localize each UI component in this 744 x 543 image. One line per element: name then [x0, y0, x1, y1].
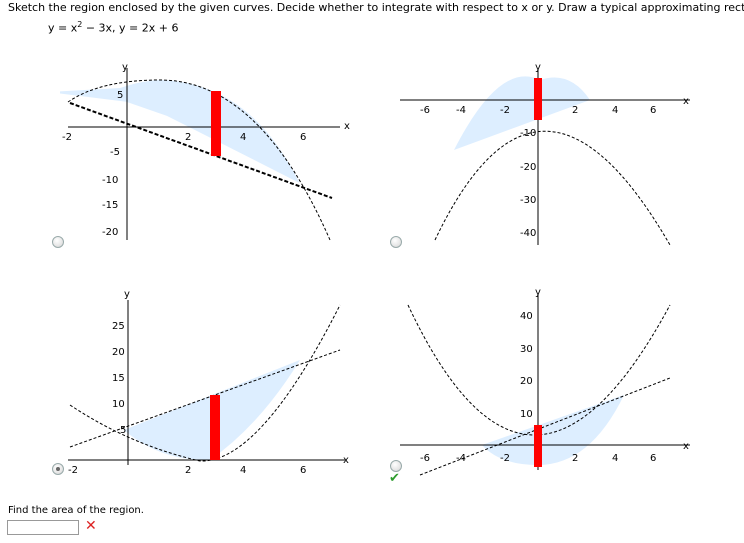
shaded-region	[47, 80, 300, 183]
x-tick-label: 2	[572, 453, 578, 464]
y-axis-label: y	[122, 62, 128, 73]
approx-rectangle	[534, 425, 542, 467]
y-tick-label: 40	[520, 311, 533, 322]
shaded-region	[454, 76, 590, 150]
radio-option-4[interactable]	[390, 460, 402, 472]
y-tick-label: -20	[520, 162, 536, 173]
x-tick-label: 2	[185, 132, 191, 143]
x-tick-label: 2	[185, 465, 191, 476]
radio-option-3[interactable]	[52, 463, 64, 475]
x-tick-label: -2	[500, 105, 510, 116]
given-curves: y = x2 − 3x, y = 2x + 6	[48, 20, 179, 35]
y-tick-label: 10	[112, 399, 125, 410]
y-tick-label: 5	[117, 90, 123, 101]
x-tick-label: -6	[420, 453, 430, 464]
x-tick-label: -4	[456, 453, 466, 464]
graph-option-1: y x -2 2 4 6 5 -5 -10 -15 -20	[47, 60, 360, 250]
approx-rectangle	[534, 78, 542, 120]
graph-2-svg: y x -6 -4 -2 2 4 6 -10 -20 -30 -40	[400, 62, 690, 246]
graph-option-2: y x -6 -4 -2 2 4 6 -10 -20 -30 -40	[400, 60, 700, 255]
y-tick-label: 15	[112, 373, 125, 384]
approx-rectangle	[211, 91, 221, 156]
y-tick-label: -20	[102, 227, 118, 238]
approx-rectangle	[210, 395, 220, 460]
y-tick-label: -30	[520, 195, 536, 206]
radio-option-1[interactable]	[52, 236, 64, 248]
y-tick-label: -15	[102, 200, 118, 211]
parabola-curve	[434, 130, 671, 246]
checkmark-icon: ✔	[389, 471, 400, 486]
graph-option-4: y x -6 -4 -2 2 4 6 40 30 20 10	[400, 285, 700, 480]
x-mark-icon: ✕	[85, 518, 97, 534]
x-tick-label: 4	[612, 453, 618, 464]
shaded-region	[482, 395, 624, 465]
y-tick-label: -5	[110, 147, 120, 158]
y-tick-label: -10	[520, 128, 536, 139]
graph-1-svg: y x -2 2 4 6 5 -5 -10 -15 -20	[47, 62, 350, 241]
x-tick-label: 6	[300, 132, 306, 143]
x-tick-label: 6	[650, 453, 656, 464]
x-axis-label: x	[683, 96, 689, 107]
line-curve	[69, 349, 341, 448]
x-axis-label: x	[344, 121, 350, 132]
graph-4-svg: y x -6 -4 -2 2 4 6 40 30 20 10	[400, 287, 690, 476]
y-tick-label: -10	[102, 175, 118, 186]
x-tick-label: -4	[456, 105, 466, 116]
y-tick-label: 25	[112, 321, 125, 332]
x-tick-label: -2	[500, 453, 510, 464]
graph-3-svg: y x -2 2 4 6 25 20 15 10 5	[68, 289, 349, 476]
y-axis-label: y	[124, 289, 130, 300]
x-axis-label: x	[343, 455, 349, 466]
x-tick-label: 2	[572, 105, 578, 116]
x-axis-label: x	[683, 441, 689, 452]
graph-option-3: y x -2 2 4 6 25 20 15 10 5	[60, 285, 360, 480]
y-axis-label: y	[535, 287, 541, 298]
x-tick-label: 4	[612, 105, 618, 116]
y-tick-label: 20	[112, 347, 125, 358]
y-tick-label: 20	[520, 376, 533, 387]
y-tick-label: -40	[520, 228, 536, 239]
line-curve	[69, 102, 333, 199]
instructions: Sketch the region enclosed by the given …	[8, 1, 744, 14]
x-tick-label: 6	[300, 465, 306, 476]
x-tick-label: 4	[240, 132, 246, 143]
x-tick-label: 6	[650, 105, 656, 116]
y-axis-label: y	[535, 62, 541, 73]
x-tick-label: -2	[68, 465, 78, 476]
x-tick-label: -6	[420, 105, 430, 116]
y-tick-label: 5	[120, 425, 126, 436]
y-tick-label: 30	[520, 344, 533, 355]
area-prompt: Find the area of the region.	[8, 505, 144, 516]
x-tick-label: 4	[240, 465, 246, 476]
area-answer-input[interactable]	[7, 520, 79, 535]
radio-option-2[interactable]	[390, 236, 402, 248]
x-tick-label: -2	[62, 132, 72, 143]
parabola-curve	[407, 304, 671, 436]
y-tick-label: 10	[520, 409, 533, 420]
parabola-curve	[67, 79, 331, 241]
